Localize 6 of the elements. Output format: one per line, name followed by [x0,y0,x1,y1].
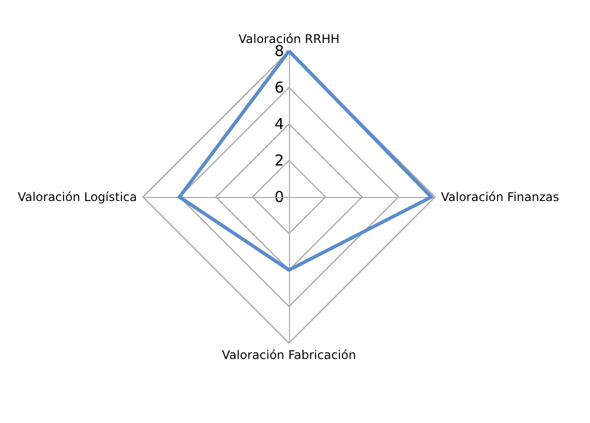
y-tick-label: 6 [274,78,284,96]
spoke-label: Valoración Finanzas [441,190,560,204]
spoke-label: Valoración Logística [18,190,137,204]
y-tick-label: 4 [274,115,284,133]
spoke-label: Valoración Fabricación [222,348,356,362]
y-tick-label: 2 [274,152,284,170]
